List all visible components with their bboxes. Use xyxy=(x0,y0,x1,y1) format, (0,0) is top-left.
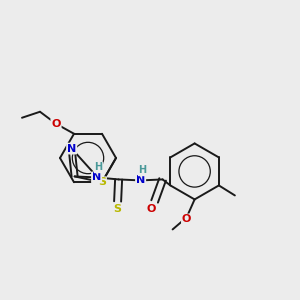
Text: O: O xyxy=(147,204,156,214)
Text: H: H xyxy=(139,165,147,176)
Text: S: S xyxy=(114,204,122,214)
Text: N: N xyxy=(92,172,101,182)
Text: N: N xyxy=(67,144,76,154)
Text: N: N xyxy=(136,176,145,185)
Text: O: O xyxy=(51,119,61,129)
Text: S: S xyxy=(98,177,106,187)
Text: H: H xyxy=(94,162,103,172)
Text: O: O xyxy=(182,214,191,224)
